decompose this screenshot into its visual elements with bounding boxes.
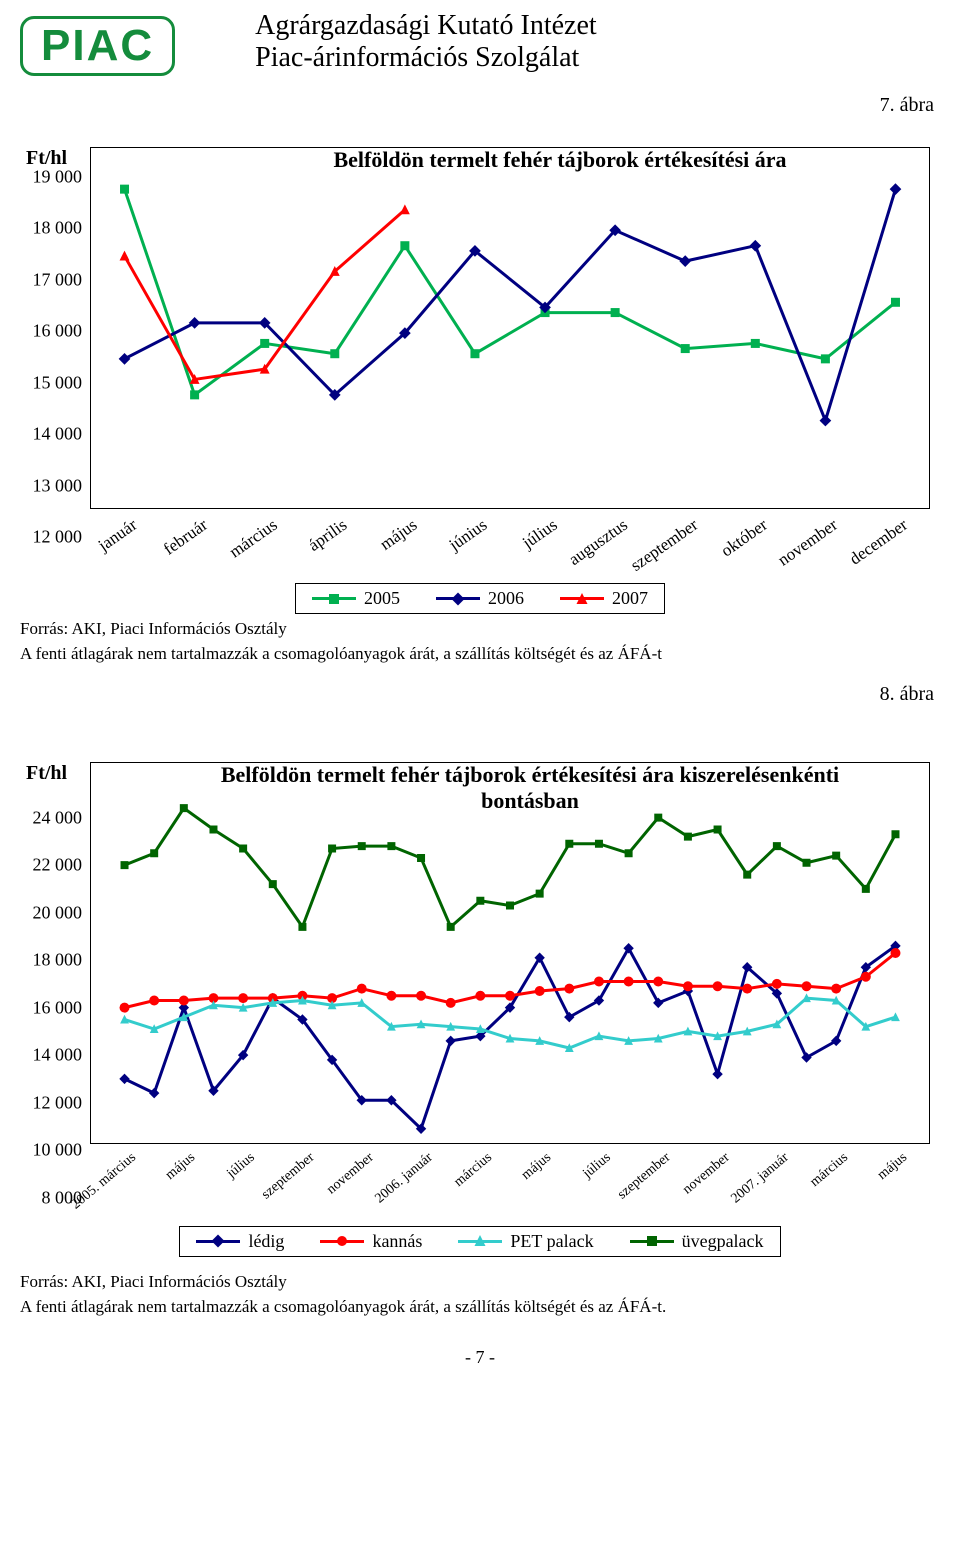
x-tick-label: március [807,1150,851,1191]
y-tick-label: 12 000 [20,527,82,548]
legend-item: kannás [320,1231,422,1252]
plot-box-2 [90,762,930,1144]
legend-item: PET palack [458,1231,593,1252]
y-tick-label: 17 000 [20,269,82,290]
legend-item: 2007 [560,588,648,609]
x-tick-label: július [224,1150,258,1182]
y-tick-label: 18 000 [20,950,82,971]
chart-2: Ft/hl Belföldön termelt fehér tájborok é… [20,762,940,1257]
y-axis-label-2: Ft/hl [26,762,67,785]
legend-2: lédig kannás PET palack üvegpalack [179,1226,780,1257]
legend-label: lédig [248,1231,284,1252]
x-tick-label: november [775,515,842,570]
y-tick-label: 14 000 [20,1045,82,1066]
x-tick-label: május [875,1150,911,1184]
x-tick-label: június [446,515,492,555]
x-tick-label: december [846,515,912,569]
legend-item: lédig [196,1231,284,1252]
y-tick-label: 16 000 [20,997,82,1018]
legend-label: 2007 [612,588,648,609]
x-tick-label: szeptember [614,1150,673,1203]
x-tick-label: március [226,515,282,562]
y-tick-label: 15 000 [20,372,82,393]
footnote-2a: Forrás: AKI, Piaci Információs Osztály [20,1271,940,1292]
legend-1-wrap: 2005 2006 2007 [20,583,940,614]
figure-caption-1: 7. ábra [20,94,934,117]
page-header: PIAC Agrárgazdasági Kutató Intézet Piac-… [20,10,940,76]
plot-box-1 [90,147,930,509]
chart-1: Ft/hl Belföldön termelt fehér tájborok é… [20,147,940,614]
legend-item: 2006 [436,588,524,609]
legend-item: üvegpalack [630,1231,764,1252]
y-tick-label: 20 000 [20,902,82,923]
x-tick-label: augusztus [565,515,631,570]
figure-caption-2: 8. ábra [20,683,934,706]
page: PIAC Agrárgazdasági Kutató Intézet Piac-… [0,0,960,1398]
y-tick-label: 16 000 [20,321,82,342]
legend-label: kannás [372,1231,422,1252]
page-number: - 7 - [20,1347,940,1368]
x-tick-label: szeptember [627,515,702,576]
y-tick-label: 24 000 [20,807,82,828]
legend-label: 2006 [488,588,524,609]
x-tick-label: november [680,1150,733,1198]
x-tick-label: 2007. január [728,1150,792,1207]
header-text: Agrárgazdasági Kutató Intézet Piac-árinf… [255,10,597,74]
footnote-1b: A fenti átlagárak nem tartalmazzák a cso… [20,643,940,664]
legend-2-wrap: lédig kannás PET palack üvegpalack [20,1226,940,1257]
x-tick-label: április [305,515,351,556]
x-tick-label: március [451,1150,495,1191]
x-tick-label: július [580,1150,614,1182]
legend-item: 2005 [312,588,400,609]
legend-1: 2005 2006 2007 [295,583,665,614]
x-labels-2: 2005. márciusmájusjúliusszeptembernovemb… [90,1144,930,1222]
legend-label: PET palack [510,1231,593,1252]
x-tick-label: május [519,1150,555,1184]
y-tick-label: 18 000 [20,218,82,239]
x-tick-label: július [519,515,561,553]
y-tick-label: 19 000 [20,167,82,188]
footnote-2b: A fenti átlagárak nem tartalmazzák a cso… [20,1296,940,1317]
x-tick-label: május [377,515,422,555]
legend-label: 2005 [364,588,400,609]
header-line-2: Piac-árinformációs Szolgálat [255,42,597,74]
x-tick-label: február [159,515,211,560]
x-tick-label: január [95,515,141,556]
legend-label: üvegpalack [682,1231,764,1252]
x-tick-label: szeptember [259,1150,318,1203]
plot-svg-2 [91,763,929,1143]
x-labels-1: január február március április május június jú… [90,509,930,579]
logo-text: PIAC [41,21,154,70]
y-tick-label: 10 000 [20,1140,82,1161]
footnote-1a: Forrás: AKI, Piaci Információs Osztály [20,618,940,639]
x-tick-label: 2006. január [372,1150,436,1207]
x-tick-label: október [718,515,772,561]
y-tick-label: 14 000 [20,424,82,445]
y-tick-label: 12 000 [20,1092,82,1113]
x-tick-label: november [324,1150,377,1198]
y-tick-label: 13 000 [20,475,82,496]
y-tick-label: 22 000 [20,855,82,876]
header-line-1: Agrárgazdasági Kutató Intézet [255,10,597,42]
logo-badge: PIAC [20,16,175,76]
plot-svg-1 [91,148,929,508]
x-tick-label: május [163,1150,199,1184]
